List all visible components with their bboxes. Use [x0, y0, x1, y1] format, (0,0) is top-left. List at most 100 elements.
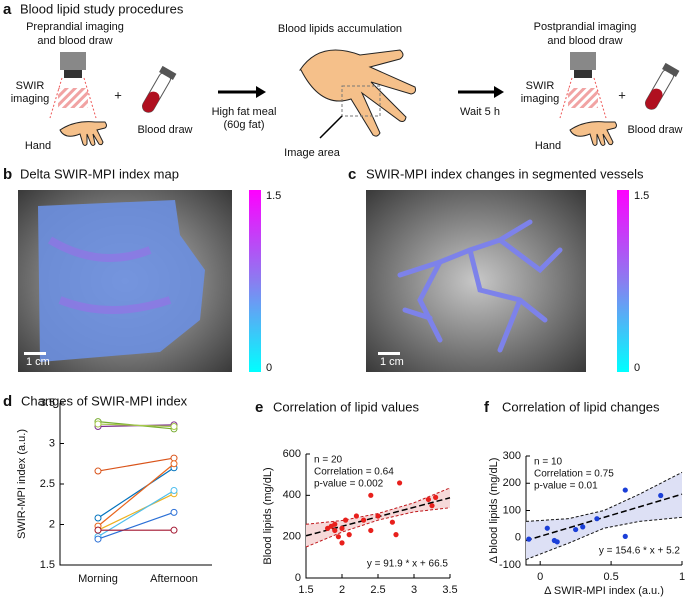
y-axis-label: SWIR-MPI index (a.u.): [16, 429, 28, 539]
blood-tube: [142, 65, 177, 113]
panel-title: Delta SWIR-MPI index map: [20, 166, 179, 181]
point: [544, 525, 550, 531]
series-line: [97, 489, 175, 538]
scale-label: 1 cm: [26, 356, 50, 368]
y-tick-label: 0: [515, 532, 521, 544]
chart-title: Correlation of lipid values: [273, 399, 419, 414]
scale-label: 1 cm: [380, 356, 404, 368]
point: [335, 534, 341, 540]
caption: and blood draw: [547, 35, 622, 47]
light-beam: [58, 88, 88, 108]
x-tick-label: Afternoon: [150, 573, 198, 585]
caption: SWIR: [526, 80, 555, 92]
band-edge: [525, 516, 683, 561]
colorbar-max: 1.5: [634, 190, 649, 202]
y-tick-label: 200: [283, 531, 301, 543]
point: [339, 540, 345, 546]
point: [361, 517, 367, 523]
arrow-head: [494, 86, 504, 98]
camera: [570, 52, 596, 78]
y-tick-label: -100: [499, 559, 521, 571]
axes: [59, 403, 212, 566]
plus: +: [114, 87, 122, 102]
x-tick-label: 1.5: [298, 584, 313, 596]
caption: Postprandial imaging: [534, 21, 637, 33]
panel-label: b: [3, 166, 12, 183]
scale-bar: [378, 352, 400, 355]
y-tick-label: 3.5: [40, 397, 55, 409]
x-tick-label: 2.5: [370, 584, 385, 596]
plus: +: [618, 87, 626, 102]
hand-icon: [569, 121, 617, 146]
x-tick-label: 2: [339, 584, 345, 596]
annotation: p-value = 0.002: [314, 479, 384, 490]
arrow-head: [256, 86, 266, 98]
caption: Hand: [535, 140, 561, 152]
fit-equation: y = 91.9 * x + 66.5: [367, 559, 449, 570]
point: [397, 480, 403, 486]
point: [658, 492, 664, 499]
y-tick-label: 300: [503, 450, 521, 462]
series-line: [97, 467, 175, 519]
pointer: [319, 115, 343, 139]
series-line: [97, 511, 175, 540]
fit-line: [525, 493, 683, 542]
point: [346, 532, 352, 538]
series-line: [97, 423, 175, 428]
annotation: n = 20: [314, 455, 343, 466]
point: [389, 519, 395, 525]
point: [170, 460, 178, 468]
point: [526, 536, 532, 542]
caption: (60g fat): [224, 119, 265, 131]
point: [368, 492, 374, 498]
scale-bar: [24, 352, 46, 355]
point: [170, 422, 178, 430]
y-axis-label: Blood lipids (mg/dL): [262, 467, 274, 564]
x-tick-label: 3: [411, 584, 417, 596]
caption: SWIR: [16, 80, 45, 92]
point: [425, 496, 431, 503]
band-edge: [305, 507, 451, 548]
point: [433, 494, 439, 500]
light-beam: [568, 88, 598, 108]
blood-tube: [645, 62, 680, 110]
colorbar-max: 1.5: [266, 190, 281, 202]
caption: Blood draw: [627, 124, 682, 136]
point: [622, 533, 628, 539]
point: [353, 513, 359, 519]
image-area-box: [341, 85, 381, 117]
point: [368, 527, 374, 534]
caption: and blood draw: [37, 35, 112, 47]
chart-title: Changes of SWIR-MPI index: [21, 393, 188, 408]
colorbar-min: 0: [266, 362, 272, 374]
panel-label: c: [348, 166, 356, 183]
point: [170, 454, 178, 462]
point: [375, 513, 381, 519]
beam-edge: [49, 77, 97, 119]
y-tick-label: 1.5: [40, 559, 55, 571]
vessel-map: [397, 219, 563, 353]
x-tick-label: 0.5: [603, 571, 618, 583]
point: [332, 521, 338, 527]
caption: imaging: [521, 93, 560, 105]
series-line: [97, 457, 175, 472]
beam-edge: [559, 77, 607, 119]
point: [332, 527, 338, 534]
annotation: n = 10: [534, 457, 563, 468]
point: [94, 467, 102, 475]
hand-image: [299, 49, 416, 137]
point: [94, 420, 102, 428]
point: [594, 516, 600, 522]
y-tick-label: 100: [503, 504, 521, 516]
caption: Blood draw: [137, 124, 192, 136]
caption: High fat meal: [212, 106, 277, 118]
axes: [525, 456, 682, 566]
caption: Wait 5 h: [460, 106, 500, 118]
point: [554, 539, 560, 545]
colorbar: [617, 190, 629, 372]
annotation: p-value = 0.01: [534, 481, 598, 492]
y-tick-label: 400: [283, 489, 301, 501]
panel-label: f: [484, 399, 490, 416]
